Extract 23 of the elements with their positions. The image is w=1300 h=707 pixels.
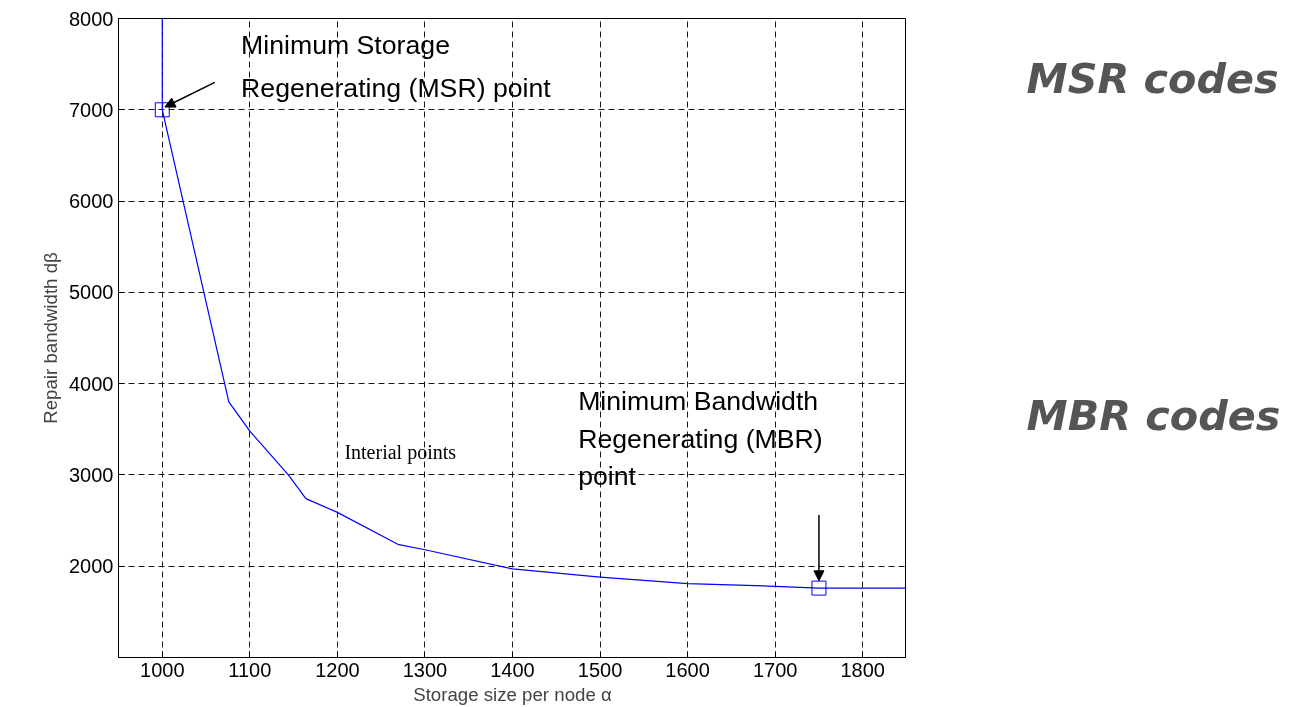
x-tick-label: 1300 xyxy=(402,658,448,681)
y-tick-label: 2000 xyxy=(69,555,114,578)
x-tick-label: 1400 xyxy=(490,658,535,681)
y-tick-label: 6000 xyxy=(69,190,114,213)
x-tick-label: 1800 xyxy=(840,658,885,681)
annotation: Minimum Bandwidth Regenerating (MBR) point xyxy=(578,386,823,492)
annotation: Minimum Storage Regenerating (MSR) point xyxy=(241,30,552,104)
x-tick-label: 1200 xyxy=(315,658,360,681)
x-tick-label: 1500 xyxy=(577,658,623,681)
annotation: Interial points xyxy=(344,441,457,465)
text: MSR codes xyxy=(1026,55,1279,104)
y-tick-label: 8000 xyxy=(69,7,114,30)
y-axis-title: Repair bandwidth dβ xyxy=(40,252,62,424)
y-tick-label: 5000 xyxy=(69,281,114,304)
y-tick-label: 3000 xyxy=(69,463,114,486)
x-axis-title: Storage size per node α xyxy=(413,683,612,705)
x-tick-label: 1000 xyxy=(140,658,185,681)
text: MBR codes xyxy=(1026,392,1281,441)
x-tick-label: 1600 xyxy=(665,658,710,681)
x-tick-label: 1700 xyxy=(752,658,798,681)
y-tick-label: 7000 xyxy=(69,98,114,121)
y-tick-label: 4000 xyxy=(69,372,114,395)
x-tick-label: 1100 xyxy=(228,658,272,681)
